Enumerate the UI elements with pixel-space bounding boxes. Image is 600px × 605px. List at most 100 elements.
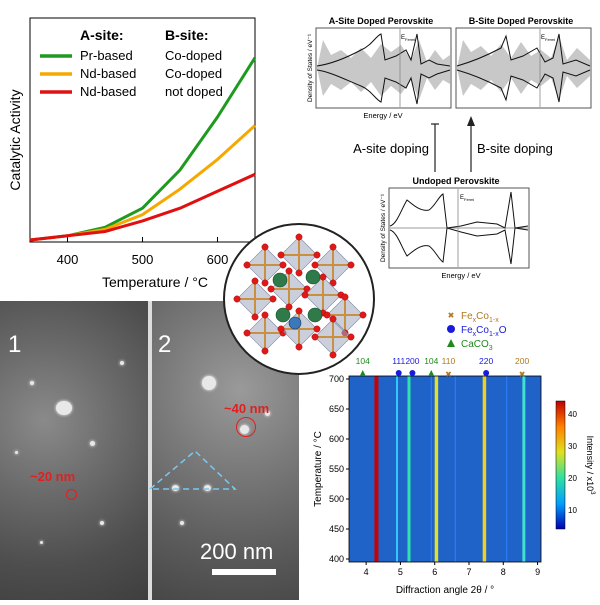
a-site-atom: [305, 269, 321, 285]
dos-u-xlabel: Energy / eV: [441, 271, 480, 280]
xrd-peak-stripes: [374, 376, 526, 562]
xrd-y-tick-label: 600: [329, 434, 344, 444]
oxygen-atom: [323, 311, 331, 319]
dos-panel: A-Site Doped Perovskite EFermi Density o…: [301, 0, 600, 299]
a-site-atom: [272, 272, 288, 288]
cat-legend-a: Nd-based: [80, 66, 136, 81]
cat-legend-b: not doped: [165, 84, 223, 99]
cat-x-ticks: 400 500 600: [57, 237, 229, 267]
dos-u-curve-bottom: [389, 227, 529, 265]
sem-ring-40nm: [236, 417, 256, 437]
dos-a-efermi-sub: Fermi: [405, 37, 415, 42]
oxygen-atom: [347, 333, 355, 341]
dos-a-curve-bottom: [316, 69, 451, 105]
oxygen-atom: [313, 325, 321, 333]
cat-ylabel: Catalytic Activity: [7, 89, 23, 190]
catalytic-activity-panel: Catalytic Activity Temperature / °C 400 5…: [0, 0, 299, 299]
oxygen-atom: [277, 251, 285, 259]
cat-series-line: [29, 172, 256, 242]
sem-particle: [30, 381, 34, 385]
sem-annotation-40nm: ~40 nm: [224, 401, 270, 416]
xrd-peak-label: 200: [515, 356, 529, 366]
oxygen-atom: [301, 291, 309, 299]
sem-particle: [204, 485, 211, 491]
dos-u-title: Undoped Perovskite: [412, 176, 499, 186]
svg-text:Intensity / x103: Intensity / x103: [585, 436, 595, 496]
xrd-peak-marker: [359, 370, 366, 376]
oxygen-atom: [311, 333, 319, 341]
oxygen-atom: [329, 243, 337, 251]
dos-b-efermi-sub: Fermi: [545, 37, 555, 42]
xrd-peak-label: 104: [356, 356, 370, 366]
xrd-legend-marker: [447, 325, 455, 333]
crystal-lattice: [233, 233, 367, 359]
sem-particle: [172, 485, 179, 491]
oxygen-atom: [233, 295, 241, 303]
xrd-x-ticks: 4 5 6 7 8 9: [364, 562, 540, 577]
dopant-atom: [288, 316, 302, 330]
xrd-colorbar-ticks: 10 20 30 40: [568, 410, 577, 515]
oxygen-atom: [261, 311, 269, 319]
sem-particle: [180, 521, 184, 525]
xrd-peak-marker: [483, 370, 490, 376]
oxygen-atom: [285, 303, 293, 311]
xrd-legend-label: CaCO3: [461, 339, 493, 352]
xrd-ylabel: Temperature / °C: [313, 431, 324, 507]
dos-a-shade-top: [317, 40, 450, 68]
sem-ring-20nm: [66, 489, 77, 500]
cat-xlabel: Temperature / °C: [102, 274, 208, 290]
xrd-colorbar: [555, 400, 566, 530]
dos-u-curve-top: [389, 191, 529, 229]
xrd-peak-label: 104: [424, 356, 438, 366]
xrd-peak-stripe: [522, 376, 526, 562]
sem-annotation-20nm: ~20 nm: [30, 469, 76, 484]
oxygen-atom: [295, 233, 303, 241]
oxygen-atom: [261, 347, 269, 355]
sem-panel-divider: [148, 301, 152, 600]
sem-particle: [265, 411, 270, 416]
sem-particle: [56, 401, 72, 415]
sem-triangle-outline: [147, 449, 237, 490]
dos-diagram: A-Site Doped Perovskite EFermi Density o…: [307, 16, 592, 280]
cat-x-tick-label: 600: [207, 252, 229, 267]
crystal-structure-svg: [233, 233, 367, 359]
xrd-y-tick-label: 700: [329, 374, 344, 384]
xrd-peak-label: 220: [479, 356, 493, 366]
a-doping-label: A-site doping: [353, 141, 429, 156]
xrd-peak-stripe: [454, 376, 456, 562]
xrd-y-ticks: 400 450 500 550 600 650 700: [329, 374, 349, 564]
dos-a-ylabel: Density of States / eV⁻¹: [307, 33, 314, 102]
cat-legend-header-b: B-site:: [165, 27, 209, 43]
xrd-x-tick-label: 6: [432, 567, 437, 577]
b-doping-label: B-site doping: [477, 141, 553, 156]
cat-legend-header-a: A-site:: [80, 27, 124, 43]
oxygen-atom: [311, 261, 319, 269]
sem-particle: [202, 376, 216, 390]
cat-legend-a: Nd-based: [80, 84, 136, 99]
dos-u-efermi-sub: Fermi: [464, 197, 474, 202]
cat-legend-b: Co-doped: [165, 48, 222, 63]
xrd-y-tick-label: 400: [329, 554, 344, 564]
xrd-peak-stripe: [430, 376, 432, 562]
xrd-peak-marker: [428, 370, 435, 376]
oxygen-atom: [295, 307, 303, 315]
xrd-xlabel: Diffraction angle 2θ / °: [396, 585, 494, 596]
xrd-panel: ✖ FexCo1-x FexCo1-xO CaCO3 104 111 200 104 110 ✖…: [301, 301, 600, 600]
xrd-x-tick-label: 7: [466, 567, 471, 577]
xrd-cbar-tick-label: 30: [568, 442, 577, 451]
sem-particle: [40, 541, 43, 544]
sem-micrograph: 1 2 ~20 nm ~40 nm 200 nm: [0, 301, 299, 600]
svg-text:EFermi: EFermi: [401, 35, 415, 42]
oxygen-atom: [359, 311, 367, 319]
cat-x-tick-label: 500: [132, 252, 154, 267]
oxygen-atom: [243, 329, 251, 337]
sem-particle: [90, 441, 95, 446]
dos-b-curve-bottom: [456, 69, 591, 103]
dos-a-efermi: E: [401, 35, 405, 41]
oxygen-atom: [329, 351, 337, 359]
dos-a-curve-top: [316, 33, 451, 67]
cat-series: [29, 56, 257, 242]
oxygen-atom: [285, 267, 293, 275]
oxygen-atom: [269, 295, 277, 303]
oxygen-atom: [347, 261, 355, 269]
